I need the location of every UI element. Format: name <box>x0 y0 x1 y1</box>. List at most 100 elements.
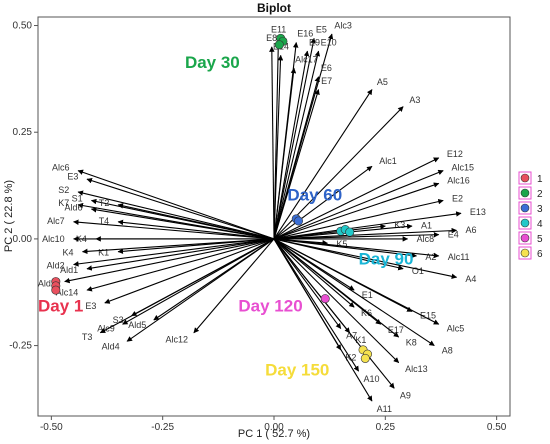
loading-label: A5 <box>377 77 388 87</box>
day-labels: Day 30 Day 60 Day 90 Day 1 Day 120 Day 150 <box>38 53 413 379</box>
loading-arrow <box>273 238 400 364</box>
loading-label: Alc11 <box>448 252 470 262</box>
loading-label: Alc6 <box>52 163 70 173</box>
loading-arrow <box>273 238 440 325</box>
loading-label: E16 <box>297 29 313 39</box>
loading-arrow <box>273 169 444 240</box>
loading-arrow <box>273 238 440 259</box>
loading-label: E9 <box>309 37 320 47</box>
loading-label: Alc12 <box>165 335 188 345</box>
legend-swatch <box>520 233 530 243</box>
loading-label: A2 <box>425 252 436 262</box>
loading-label: E3 <box>67 171 78 181</box>
legend-label: 4 <box>537 219 543 230</box>
y-tick-label: 0.00 <box>13 234 33 245</box>
x-tick-label: 0.25 <box>376 422 396 433</box>
loading-label: E7 <box>321 76 332 86</box>
loading-label: K3 <box>394 220 405 230</box>
loading-arrow <box>77 169 275 240</box>
loading-arrow <box>90 207 275 240</box>
loading-arrow <box>104 238 275 304</box>
loading-arrow <box>273 89 320 240</box>
loading-label: E3 <box>85 301 96 311</box>
day-label: Day 60 <box>287 185 342 204</box>
loading-arrow <box>126 238 275 342</box>
legend-label: 1 <box>537 174 543 185</box>
day-label: Day 150 <box>265 360 329 379</box>
score-point <box>293 216 303 226</box>
loading-arrow <box>273 165 373 240</box>
score-point <box>360 353 370 363</box>
legend: 1 2 3 4 5 6 <box>518 171 543 260</box>
loading-label: K1 <box>355 335 366 345</box>
loading-label: A8 <box>442 346 453 356</box>
score-point <box>274 40 284 50</box>
loading-arrow <box>273 50 321 240</box>
legend-swatch <box>520 248 530 258</box>
loading-arrow <box>273 50 310 240</box>
loading-arrow <box>193 238 275 334</box>
loading-label: Alc15 <box>452 162 475 172</box>
loading-arrow <box>86 238 275 271</box>
legend-swatch <box>520 173 530 183</box>
axis-ticks: -0.50 -0.25 0.00 0.25 0.50 -0.25 0.00 0.25 0.50 <box>9 21 507 433</box>
loading-label: Alc8 <box>417 234 435 244</box>
x-tick-label: -0.25 <box>151 422 174 433</box>
loading-arrow <box>273 238 435 347</box>
loading-arrow <box>273 238 400 338</box>
day-label: Day 1 <box>38 296 83 315</box>
day-label: Day 120 <box>238 296 302 315</box>
loading-label: E15 <box>420 311 436 321</box>
loading-arrow <box>273 89 373 240</box>
loading-label: A3 <box>409 95 420 105</box>
loading-arrow <box>273 238 355 308</box>
loading-label: K8 <box>406 338 417 348</box>
chart-title: Biplot <box>257 1 291 15</box>
loading-label: Alc5 <box>447 323 465 333</box>
score-point <box>51 285 61 295</box>
loading-arrow <box>273 232 440 240</box>
loading-label: E1 <box>362 290 373 300</box>
legend-swatch <box>520 188 530 198</box>
loading-arrow <box>77 190 275 240</box>
loading-label: Alc3 <box>334 20 352 30</box>
loading-label: E13 <box>470 207 486 217</box>
loading-label: K5 <box>336 239 347 249</box>
loading-label: T4 <box>99 216 110 226</box>
loading-label: E12 <box>447 149 463 159</box>
loading-label: E5 <box>316 25 327 35</box>
day-label: Day 90 <box>359 250 414 269</box>
loading-arrow <box>273 198 444 240</box>
loading-arrow <box>273 157 440 240</box>
loading-label: K7 <box>58 198 69 208</box>
x-tick-label: 0.50 <box>487 422 507 433</box>
x-tick-label: -0.50 <box>40 422 63 433</box>
loading-arrow <box>273 76 320 240</box>
loading-label: Ald4 <box>102 341 120 351</box>
legend-label: 6 <box>537 249 543 260</box>
loading-label: Alc17 <box>295 54 318 64</box>
y-axis-title: PC 2 ( 22.8 %) <box>3 180 15 252</box>
y-tick-label: 0.25 <box>13 127 33 138</box>
loading-arrow <box>273 238 360 372</box>
loading-arrow <box>273 238 342 329</box>
loading-label: Alc10 <box>42 234 65 244</box>
loading-label: Ald1 <box>60 265 78 275</box>
loading-arrow <box>269 46 275 239</box>
legend-swatch <box>520 218 530 228</box>
x-tick-label: 0.00 <box>264 422 284 433</box>
loading-label: Alc16 <box>447 176 470 186</box>
loading-label: O1 <box>412 266 424 276</box>
loading-arrow <box>273 227 458 240</box>
loading-arrow <box>81 238 275 255</box>
loading-label: A9 <box>400 390 411 400</box>
loading-arrow <box>273 67 297 239</box>
loading-label: E4 <box>448 229 459 239</box>
loading-arrow <box>273 211 462 240</box>
loading-label: Ald2 <box>47 261 65 271</box>
loading-label: Ald6 <box>65 203 83 213</box>
loading-arrow <box>273 182 440 240</box>
y-tick-label: 0.50 <box>13 21 33 32</box>
loading-label: S3 <box>113 315 124 325</box>
